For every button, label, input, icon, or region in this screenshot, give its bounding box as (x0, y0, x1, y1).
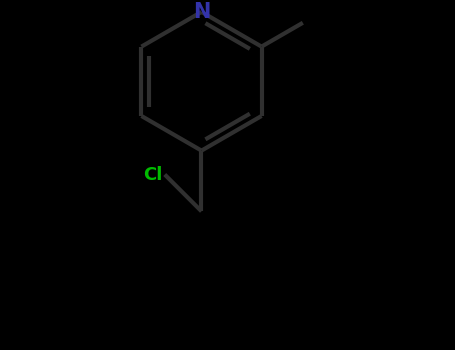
Text: Cl: Cl (143, 166, 162, 183)
Text: N: N (193, 2, 210, 22)
